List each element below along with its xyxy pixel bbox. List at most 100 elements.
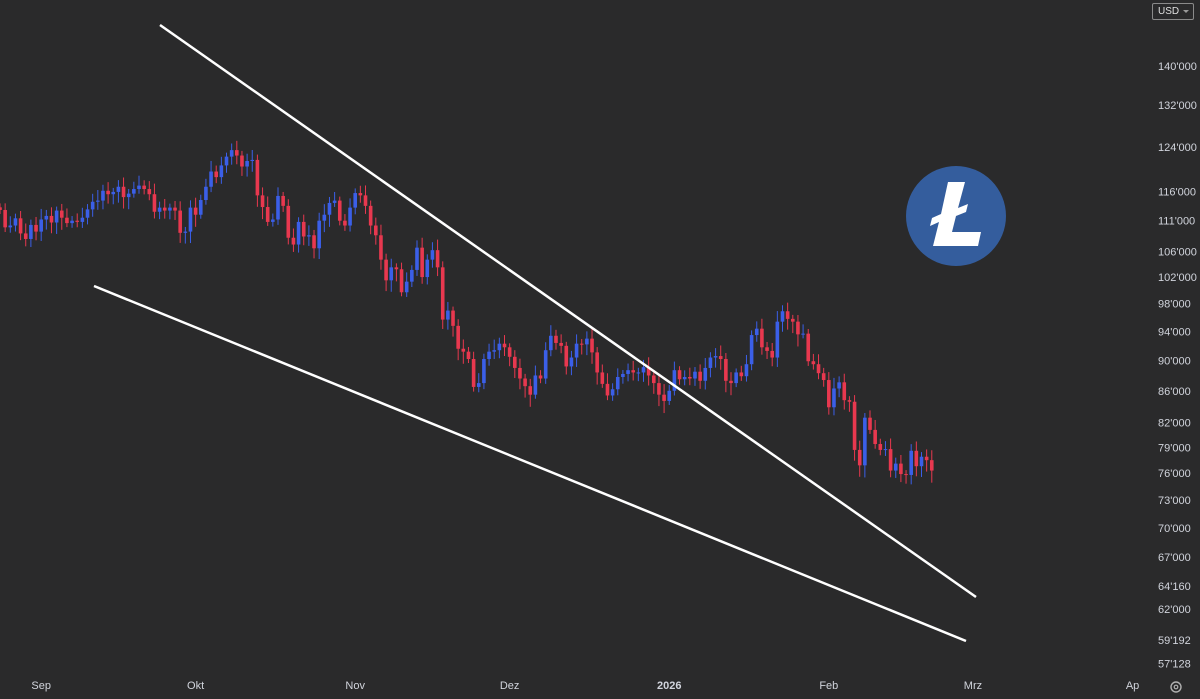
candle — [157, 201, 162, 220]
candle-body — [688, 376, 692, 379]
candle — [312, 229, 316, 259]
candle — [657, 375, 661, 407]
candle-body — [564, 345, 569, 367]
candle-body — [363, 195, 368, 206]
x-tick-label: Feb — [819, 680, 838, 692]
candle-body — [919, 456, 924, 467]
candle-body — [790, 318, 795, 322]
candle-body — [121, 186, 126, 198]
candle — [183, 226, 188, 244]
time-axis[interactable]: Sep Okt Nov Dez 2026 Feb Mrz Ap — [31, 680, 1139, 692]
candle-body — [543, 350, 548, 379]
candle-body — [80, 217, 85, 222]
candle — [775, 311, 780, 367]
y-tick-label: 90'000 — [1158, 355, 1191, 367]
candle-body — [193, 207, 198, 215]
candle-body — [3, 209, 7, 228]
candle-body — [899, 463, 903, 475]
candle-body — [878, 444, 883, 450]
lower-trendline[interactable] — [93, 284, 967, 643]
candle-body — [749, 335, 754, 365]
candle — [23, 223, 28, 247]
candle-body — [816, 364, 821, 374]
candle — [276, 187, 280, 225]
candle — [384, 253, 388, 292]
candle-body — [641, 367, 646, 373]
candle-body — [600, 372, 605, 384]
candle-body — [379, 235, 383, 260]
candle-body — [173, 207, 177, 211]
candle — [904, 470, 908, 484]
candle — [49, 207, 54, 234]
gear-icon[interactable] — [1169, 680, 1183, 694]
candle-body — [482, 359, 486, 384]
candle-body — [209, 171, 213, 187]
candle-body — [204, 186, 208, 201]
litecoin-icon — [906, 166, 1006, 266]
candle — [142, 180, 146, 195]
candle — [888, 438, 893, 478]
candle — [688, 367, 692, 386]
candle-body — [667, 390, 672, 401]
y-tick-label: 132'000 — [1158, 100, 1197, 112]
candle-body — [296, 221, 301, 245]
candle-body — [724, 359, 728, 381]
candle-body — [863, 417, 867, 466]
candle-body — [111, 191, 116, 195]
candle — [703, 358, 708, 390]
candle-body — [518, 367, 522, 379]
candle-body — [713, 356, 718, 358]
candle-body — [39, 219, 43, 232]
candle-body — [353, 193, 358, 208]
candle — [18, 211, 23, 241]
candle-body — [507, 347, 512, 357]
candle — [502, 335, 507, 357]
candle — [451, 306, 455, 337]
candle-body — [65, 217, 69, 224]
candle-body — [893, 463, 898, 471]
price-axis[interactable]: 140'000 132'000 124'000 116'000 111'000 106'0… — [1158, 61, 1197, 670]
candle — [873, 419, 877, 449]
candle — [569, 350, 574, 376]
candle-body — [837, 382, 841, 389]
candle-body — [554, 335, 558, 343]
candle-body — [734, 372, 738, 384]
candle — [497, 337, 502, 359]
candle-body — [827, 380, 831, 408]
candle — [816, 354, 821, 380]
candle-body — [101, 190, 105, 201]
candle — [343, 214, 347, 231]
currency-selector[interactable]: USD — [1152, 3, 1194, 20]
candle-body — [605, 383, 610, 396]
y-tick-label: 59'192 — [1158, 635, 1191, 647]
candle-body — [579, 343, 584, 345]
candle — [708, 352, 713, 378]
candle — [857, 440, 862, 477]
candle — [363, 185, 368, 214]
candle — [790, 314, 795, 334]
candle-body — [760, 328, 764, 348]
candle-body — [49, 215, 54, 223]
candle — [137, 175, 141, 194]
candle-body — [425, 259, 430, 278]
candle — [75, 213, 80, 228]
candle — [852, 395, 857, 461]
candle-body — [646, 367, 651, 376]
candle-body — [502, 343, 507, 348]
upper-trendline[interactable] — [159, 23, 977, 599]
candle-body — [559, 342, 563, 346]
candle-body — [924, 456, 929, 461]
candle — [461, 339, 466, 364]
candle-body — [770, 350, 774, 358]
candle-body — [183, 231, 188, 233]
candle — [301, 214, 306, 246]
candle-body — [332, 200, 337, 203]
candle — [559, 334, 563, 354]
candle-body — [811, 361, 816, 365]
candle — [29, 219, 33, 248]
candle-body — [368, 205, 373, 226]
candle-body — [281, 195, 285, 206]
candle-body — [682, 376, 687, 380]
